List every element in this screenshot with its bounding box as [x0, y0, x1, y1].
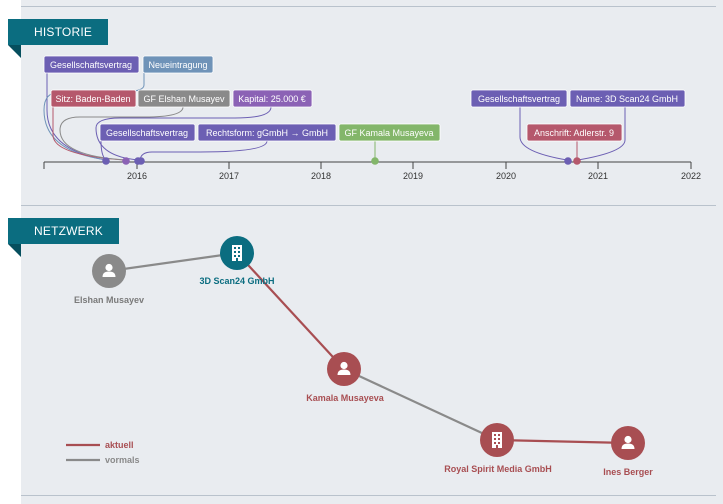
tag-label: Rechtsform: gGmbH → GmbH	[206, 128, 328, 138]
node-elshan-musayev[interactable]: Elshan Musayev	[74, 254, 144, 305]
event-dot	[371, 157, 379, 165]
network-ribbon-tail	[8, 244, 21, 257]
node-kamala-musayeva[interactable]: Kamala Musayeva	[306, 352, 385, 403]
tag-label: Gesellschaftsvertrag	[50, 60, 132, 70]
tick-2019: 2019	[403, 171, 423, 181]
history-ribbon-tail	[8, 45, 21, 58]
tag-sitz[interactable]: Sitz: Baden-Baden	[50, 89, 137, 108]
network-section-title: NETZWERK	[8, 218, 119, 244]
tag-gesellschaftsvertrag-2015[interactable]: Gesellschaftsvertrag	[43, 55, 140, 74]
tag-gf-elshan[interactable]: GF Elshan Musayev	[137, 89, 231, 108]
event-dot	[137, 157, 145, 165]
timeline-axis	[43, 161, 692, 169]
tag-kapital[interactable]: Kapital: 25.000 €	[232, 89, 313, 108]
network-edges	[108, 251, 629, 445]
tag-gf-kamala[interactable]: GF Kamala Musayeva	[338, 123, 441, 142]
node-label: Elshan Musayev	[74, 295, 144, 305]
tag-label: GF Elshan Musayev	[143, 94, 225, 104]
building-icon	[232, 245, 242, 261]
node-label: Ines Berger	[603, 467, 653, 477]
tag-label: Sitz: Baden-Baden	[55, 94, 130, 104]
tag-label: Gesellschaftsvertrag	[478, 94, 560, 104]
tag-label: Name: 3D Scan24 GmbH	[576, 94, 678, 104]
bottom-divider	[21, 495, 716, 496]
tag-gesellschaftsvertrag-2020[interactable]: Gesellschaftsvertrag	[470, 89, 568, 108]
legend-label-current: aktuell	[105, 440, 134, 450]
tick-2022: 2022	[681, 171, 701, 181]
event-dot	[122, 157, 130, 165]
tick-2017: 2017	[219, 171, 239, 181]
building-icon	[492, 432, 502, 448]
tag-label: Anschrift: Adlerstr. 9	[534, 128, 614, 138]
event-dot	[564, 157, 572, 165]
page-background	[21, 0, 723, 504]
tag-anschrift[interactable]: Anschrift: Adlerstr. 9	[526, 123, 623, 142]
node-label: Royal Spirit Media GmbH	[444, 464, 552, 474]
top-divider	[21, 6, 716, 7]
tag-label: Kapital: 25.000 €	[238, 94, 306, 104]
event-dot	[573, 157, 581, 165]
section-divider	[21, 205, 716, 206]
event-dot	[102, 157, 110, 165]
tag-label: GF Kamala Musayeva	[344, 128, 433, 138]
tag-rechtsform[interactable]: Rechtsform: gGmbH → GmbH	[197, 123, 337, 142]
network-legend: aktuell vormals	[66, 440, 140, 465]
edge-current	[496, 438, 629, 445]
node-royal-spirit-media-gmbh[interactable]: Royal Spirit Media GmbH	[444, 423, 552, 474]
timeline-events	[102, 157, 581, 165]
edge-former	[343, 368, 498, 441]
timeline-connectors	[43, 73, 626, 161]
tag-name[interactable]: Name: 3D Scan24 GmbH	[569, 89, 686, 108]
edge-current	[236, 252, 345, 370]
edge-former	[108, 251, 238, 273]
tick-2016: 2016	[127, 171, 147, 181]
tag-label: Neueintragung	[148, 60, 207, 70]
tick-2021: 2021	[588, 171, 608, 181]
tag-neueintragung[interactable]: Neueintragung	[142, 55, 214, 74]
legend-label-former: vormals	[105, 455, 140, 465]
node-3d-scan24-gmbh[interactable]: 3D Scan24 GmbH	[199, 236, 275, 286]
tag-gesellschaftsvertrag-2016[interactable]: Gesellschaftsvertrag	[99, 123, 196, 142]
history-section-title: HISTORIE	[8, 19, 109, 45]
node-label: 3D Scan24 GmbH	[199, 276, 274, 286]
tick-2020: 2020	[496, 171, 516, 181]
node-label: Kamala Musayeva	[306, 393, 385, 403]
tag-label: Gesellschaftsvertrag	[106, 128, 188, 138]
tick-2018: 2018	[311, 171, 331, 181]
node-ines-berger[interactable]: Ines Berger	[603, 426, 653, 477]
